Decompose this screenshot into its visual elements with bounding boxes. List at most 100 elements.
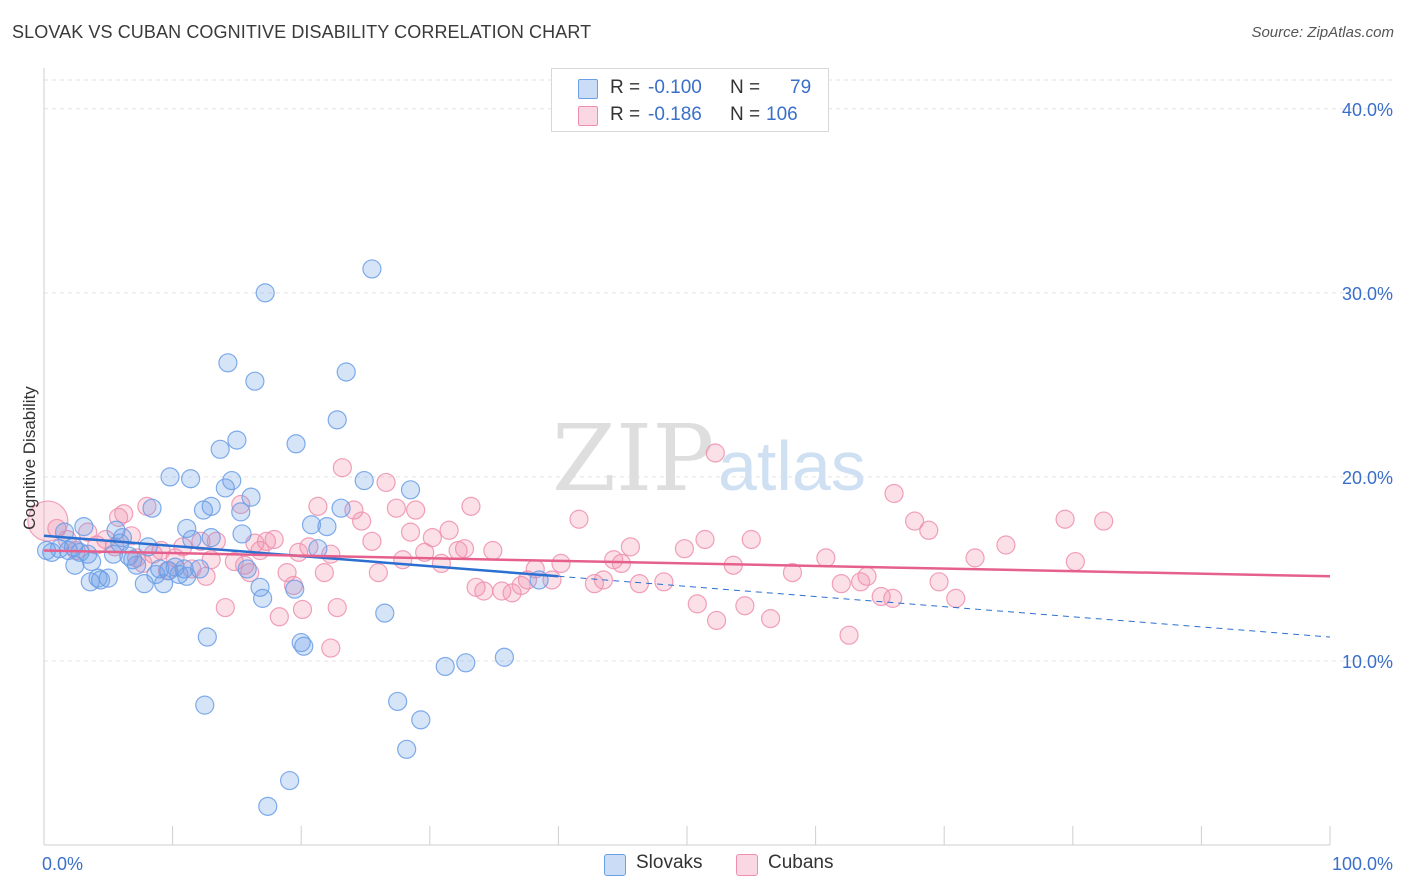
cubans-point-102: [1094, 511, 1114, 531]
cubans-point-87: [816, 548, 836, 568]
x-tick-label-0: 0.0%: [42, 854, 83, 874]
cubans-point-100: [1055, 509, 1075, 529]
cubans-point-95: [919, 520, 939, 540]
slovaks-point-51: [245, 371, 265, 391]
cubans-point-37: [292, 599, 313, 620]
slovaks-point-76: [494, 647, 514, 667]
slovaks-point-69: [375, 603, 395, 623]
cubans-point-56: [439, 520, 459, 540]
slovaks-point-14: [103, 544, 124, 564]
cubans-point-40: [314, 563, 334, 583]
slovaks-point-75: [456, 653, 476, 673]
slovaks-point-9: [81, 551, 102, 572]
cubans-points: [27, 443, 1114, 658]
cubans-point-105: [321, 638, 341, 658]
cubans-point-24: [215, 597, 235, 618]
slovaks-point-23: [142, 498, 162, 518]
cubans-point-80: [695, 529, 715, 550]
cubans-point-47: [368, 563, 388, 583]
cubans-point-51: [400, 522, 421, 542]
slovaks-point-71: [397, 739, 417, 759]
cubans-point-91: [857, 566, 877, 586]
slovaks-point-27: [159, 561, 179, 581]
cubans-point-99: [996, 535, 1016, 555]
cubans-point-93: [883, 588, 903, 608]
slovaks-point-48: [232, 524, 252, 544]
cubans-point-9: [114, 504, 134, 524]
slovaks-swatch: [578, 79, 598, 99]
cubans-point-28: [240, 563, 260, 583]
y-axis-label: Cognitive Disability: [20, 386, 39, 530]
slovaks-point-29: [169, 564, 189, 585]
cubans-point-75: [620, 537, 641, 557]
slovaks-point-20: [126, 555, 147, 575]
source-label: Source: ZipAtlas.com: [1251, 24, 1394, 41]
r-value: -0.100: [648, 77, 702, 98]
slovaks-point-56: [280, 770, 300, 791]
cubans-point-48: [376, 472, 396, 493]
cubans-point-59: [461, 496, 481, 516]
cubans-point-97: [946, 588, 966, 608]
slovaks-point-12: [90, 570, 111, 590]
slovaks-point-50: [241, 487, 261, 507]
slovaks-point-68: [362, 259, 382, 279]
cubans-point-58: [454, 539, 475, 559]
slovaks-point-54: [255, 283, 275, 303]
trend-lines: [43, 534, 1331, 638]
slovaks-points: [36, 259, 549, 816]
n-label: N =: [730, 77, 761, 98]
cubans-point-101: [1065, 551, 1085, 572]
slovaks-point-63: [317, 516, 337, 537]
slovaks-point-73: [411, 710, 431, 730]
watermark-zip: ZIP: [552, 405, 714, 512]
cubans-point-32: [264, 529, 284, 550]
cubans-point-43: [332, 458, 352, 478]
slovaks-point-58: [286, 434, 306, 454]
slovaks-point-38: [201, 528, 221, 548]
slovaks-point-7: [74, 516, 94, 537]
slovaks-point-67: [354, 470, 374, 491]
cubans-point-33: [269, 607, 289, 627]
slovaks-point-17: [112, 528, 133, 548]
slovaks-point-47: [231, 502, 251, 522]
cubans-point-98: [965, 548, 985, 568]
slovaks-point-53: [253, 588, 273, 608]
n-label: N =: [730, 104, 761, 125]
watermark-atlas: atlas: [718, 427, 866, 505]
slovaks-point-36: [190, 559, 210, 579]
cubans-point-94: [905, 511, 925, 531]
n-value: 106: [766, 104, 798, 125]
slovaks-point-64: [327, 410, 347, 430]
axes: [43, 68, 1331, 846]
cubans-legend-swatch: [736, 854, 758, 876]
cubans-point-31: [256, 531, 277, 551]
cubans-point-54: [422, 528, 442, 548]
slovaks-point-72: [400, 480, 421, 500]
slovaks-point-45: [222, 470, 242, 491]
slovaks-point-30: [174, 559, 194, 579]
cubans-point-85: [760, 609, 781, 629]
slovaks-point-44: [218, 353, 238, 373]
r-value: -0.186: [648, 104, 702, 125]
slovaks-point-66: [336, 362, 356, 382]
cubans-point-76: [629, 574, 650, 594]
slovaks-point-34: [160, 467, 180, 487]
cubans-point-52: [406, 500, 426, 520]
slovaks-point-55: [258, 796, 278, 816]
cubans-point-104: [705, 443, 725, 463]
r-label: R =: [610, 104, 641, 125]
slovaks-point-41: [195, 695, 215, 715]
slovaks-legend-swatch: [604, 854, 626, 876]
cubans-point-55: [431, 553, 451, 574]
tick-labels: 10.0% 20.0% 30.0% 40.0% 0.0% 100.0%: [42, 100, 1393, 874]
cubans-point-46: [362, 531, 382, 551]
slovaks-point-61: [301, 515, 322, 535]
x-tick-label-1: 100.0%: [1332, 854, 1393, 874]
cubans-point-77: [654, 572, 674, 592]
cubans-point-70: [569, 509, 589, 529]
cubans-point-69: [551, 553, 571, 574]
slovaks-point-32: [177, 518, 197, 539]
slovaks-point-42: [210, 439, 230, 459]
stats-row-slovaks: R = -0.100 N = 79: [552, 75, 828, 103]
